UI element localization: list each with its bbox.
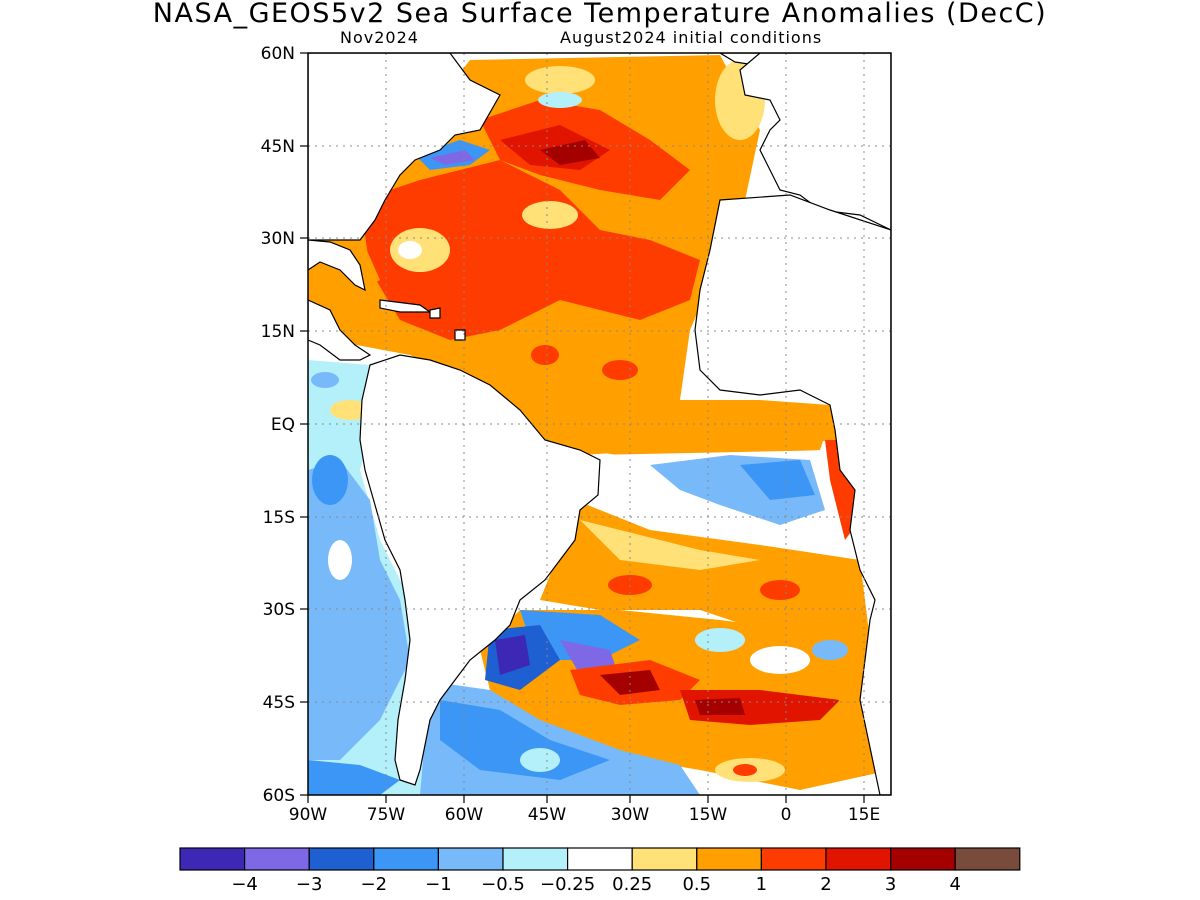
lat-label: 30N: [261, 229, 295, 249]
colorbar-label: 3: [885, 874, 896, 895]
colorbar-label: 0.5: [682, 874, 711, 895]
lon-label: 15W: [689, 805, 728, 825]
lon-label: 60W: [445, 805, 484, 825]
lon-label: 75W: [367, 805, 406, 825]
colorbar-label: 4: [949, 874, 960, 895]
colorbar: −4 −3 −2 −1 −0.5 −0.25 0.25 0.5 1 2 3 4: [179, 847, 1021, 895]
chart-title: NASA_GEOS5v2 Sea Surface Temperature Ano…: [152, 0, 1048, 29]
initial-conditions-label: August2024 initial conditions: [560, 28, 823, 47]
colorbar-label: 1: [756, 874, 767, 895]
colorbar-label: −2: [361, 874, 388, 895]
lon-label: 45W: [528, 805, 567, 825]
tick-marks: [300, 52, 865, 803]
lon-label: 90W: [289, 805, 328, 825]
colorbar-swatch: [373, 847, 439, 871]
colorbar-swatch: [179, 847, 246, 871]
colorbar-swatch: [760, 847, 827, 871]
colorbar-swatch: [696, 847, 762, 871]
colorbar-label: 0.25: [612, 874, 652, 895]
colorbar-swatch: [566, 847, 633, 871]
colorbar-label: −4: [231, 874, 258, 895]
colorbar-label: −3: [296, 874, 323, 895]
colorbar-label: 2: [820, 874, 831, 895]
colorbar-swatch: [954, 847, 1021, 871]
colorbar-swatch: [244, 847, 310, 871]
lat-label: 45S: [263, 693, 295, 713]
lat-label: 45N: [261, 137, 295, 157]
colorbar-label: −0.25: [540, 874, 595, 895]
colorbar-swatch: [631, 847, 698, 871]
forecast-month-label: Nov2024: [340, 28, 419, 47]
lon-label: 30W: [611, 805, 650, 825]
colorbar-swatch: [437, 847, 504, 871]
lat-label: 15N: [261, 322, 295, 342]
lat-label: 30S: [263, 600, 295, 620]
lon-label: 15E: [848, 805, 880, 825]
colorbar-swatch: [308, 847, 375, 871]
colorbar-label: −0.5: [481, 874, 525, 895]
colorbar-swatch: [889, 847, 956, 871]
latitude-labels: 60N 45N 30N 15N EQ 15S 30S 45S 60S: [261, 44, 295, 806]
lat-label: 60S: [263, 786, 295, 806]
land-masses: [308, 53, 891, 795]
colorbar-swatch: [825, 847, 892, 871]
longitude-labels: 90W 75W 60W 45W 30W 15W 0 15E: [289, 805, 880, 825]
lon-label: 0: [781, 805, 792, 825]
grid-lines: [308, 53, 891, 795]
colorbar-label: −1: [425, 874, 452, 895]
lat-label: EQ: [271, 415, 295, 435]
lat-label: 60N: [261, 44, 295, 64]
colorbar-swatch: [502, 847, 569, 871]
lat-label: 15S: [263, 508, 295, 528]
